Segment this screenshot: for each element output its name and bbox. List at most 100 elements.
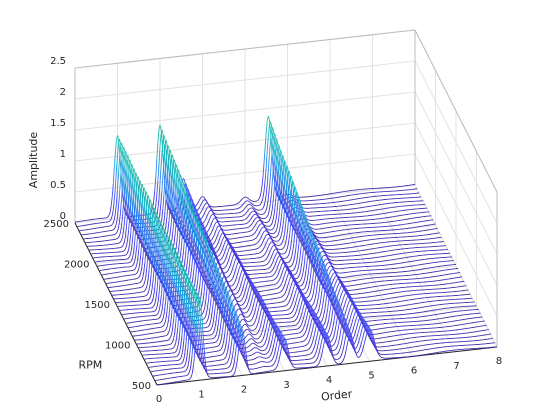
spectrum-segment (259, 216, 261, 219)
spectrum-segment (213, 250, 216, 253)
spectrum-segment (261, 255, 264, 258)
spectrum-segment (213, 253, 216, 258)
spectrum-segment (272, 245, 274, 247)
spectrum-segment (286, 174, 289, 184)
spectrum-segment (316, 236, 318, 238)
spectrum-segment (133, 242, 136, 252)
spectrum-segment (186, 190, 189, 195)
spectrum-segment (130, 260, 132, 263)
spectrum-segment (231, 246, 234, 249)
spectrum-segment (127, 257, 129, 260)
spectrum-segment (123, 155, 126, 168)
spectrum-segment (186, 200, 189, 212)
spectrum-segment (246, 222, 249, 224)
spectrum-segment (248, 220, 251, 222)
spectrum-segment (255, 208, 257, 211)
spectrum-segment (137, 216, 140, 233)
spectrum-segment (260, 242, 263, 246)
spectrum-segment (280, 229, 283, 235)
spectrum-segment (116, 237, 119, 240)
spectrum-segment (185, 182, 187, 186)
spectrum-segment (247, 221, 250, 223)
spectrum-segment (113, 151, 116, 168)
spectrum-segment (240, 211, 242, 213)
spectrum-segment (251, 221, 254, 225)
spectrum-segment (286, 247, 289, 251)
spectrum-curve (76, 121, 418, 228)
spectrum-segment (137, 277, 139, 279)
spectrum-segment (312, 227, 314, 230)
spectrum-segment (191, 199, 194, 206)
spectrum-segment (207, 235, 210, 238)
spectrum-segment (252, 227, 255, 230)
spectrum-segment (142, 244, 145, 258)
spectrum-segment (248, 207, 251, 210)
spectrum-segment (165, 199, 168, 206)
spectrum-segment (148, 254, 150, 261)
spectrum-segment (208, 218, 211, 222)
spectrum-segment (251, 202, 253, 205)
spectrum-segment (260, 227, 263, 230)
spectrum-segment (249, 218, 252, 221)
spectrum-segment (213, 233, 216, 237)
spectrum-segment (227, 248, 230, 253)
spectrum-segment (159, 134, 162, 148)
spectrum-segment (258, 238, 261, 242)
spectrum-segment (141, 184, 144, 189)
spectrum-segment (286, 200, 289, 214)
spectrum-segment (221, 247, 224, 252)
spectrum-segment (125, 192, 128, 209)
spectrum-segment (210, 239, 212, 242)
spectrum-segment (323, 248, 325, 250)
spectrum-segment (234, 254, 237, 258)
spectrum-segment (119, 227, 122, 234)
spectrum-segment (187, 194, 190, 206)
spectrum-segment (259, 236, 262, 240)
spectrum-segment (164, 199, 167, 213)
spectrum-segment (239, 206, 241, 208)
spectrum-segment (114, 171, 117, 188)
spectrum-segment (184, 185, 187, 190)
spectrum-segment (127, 155, 130, 160)
spectrum-segment (260, 234, 263, 238)
spectrum-segment (263, 224, 265, 227)
spectrum-segment (159, 204, 162, 215)
spectrum-segment (266, 255, 269, 258)
spectrum-segment (274, 230, 277, 233)
spectrum-segment (256, 211, 258, 214)
spectrum-segment (116, 143, 119, 156)
spectrum-segment (132, 251, 135, 258)
spectrum-segment (201, 196, 203, 198)
spectrum-segment (285, 250, 287, 253)
spectrum-segment (318, 240, 320, 242)
spectrum-segment (261, 249, 264, 252)
side-gridline-z (414, 122, 498, 286)
spectrum-segment (261, 207, 264, 210)
spectrum-segment (258, 215, 260, 218)
spectrum-segment (217, 225, 220, 227)
spectrum-segment (218, 247, 221, 250)
spectrum-segment (134, 193, 137, 210)
spectrum-segment (207, 230, 209, 232)
spectrum-segment (264, 258, 267, 261)
spectrum-segment (162, 157, 165, 175)
spectrum-segment (278, 237, 281, 241)
spectrum-segment (284, 252, 286, 254)
spectrum-segment (240, 199, 243, 201)
spectrum-segment (283, 233, 286, 239)
spectrum-segment (111, 223, 114, 226)
spectrum-segment (288, 179, 291, 189)
spectrum-segment (252, 220, 255, 223)
spectrum-segment (228, 255, 231, 260)
spectrum-segment (212, 218, 215, 221)
spectrum-segment (261, 232, 264, 235)
spectrum-segment (285, 183, 288, 196)
spectrum-segment (175, 173, 178, 186)
spectrum-segment (206, 232, 209, 237)
spectrum-segment (131, 220, 134, 227)
spectrum-segment (219, 224, 222, 226)
spectrum-segment (138, 200, 141, 217)
spectrum-segment (274, 158, 277, 173)
spectrum-segment (273, 232, 276, 234)
spectrum-segment (191, 198, 193, 201)
